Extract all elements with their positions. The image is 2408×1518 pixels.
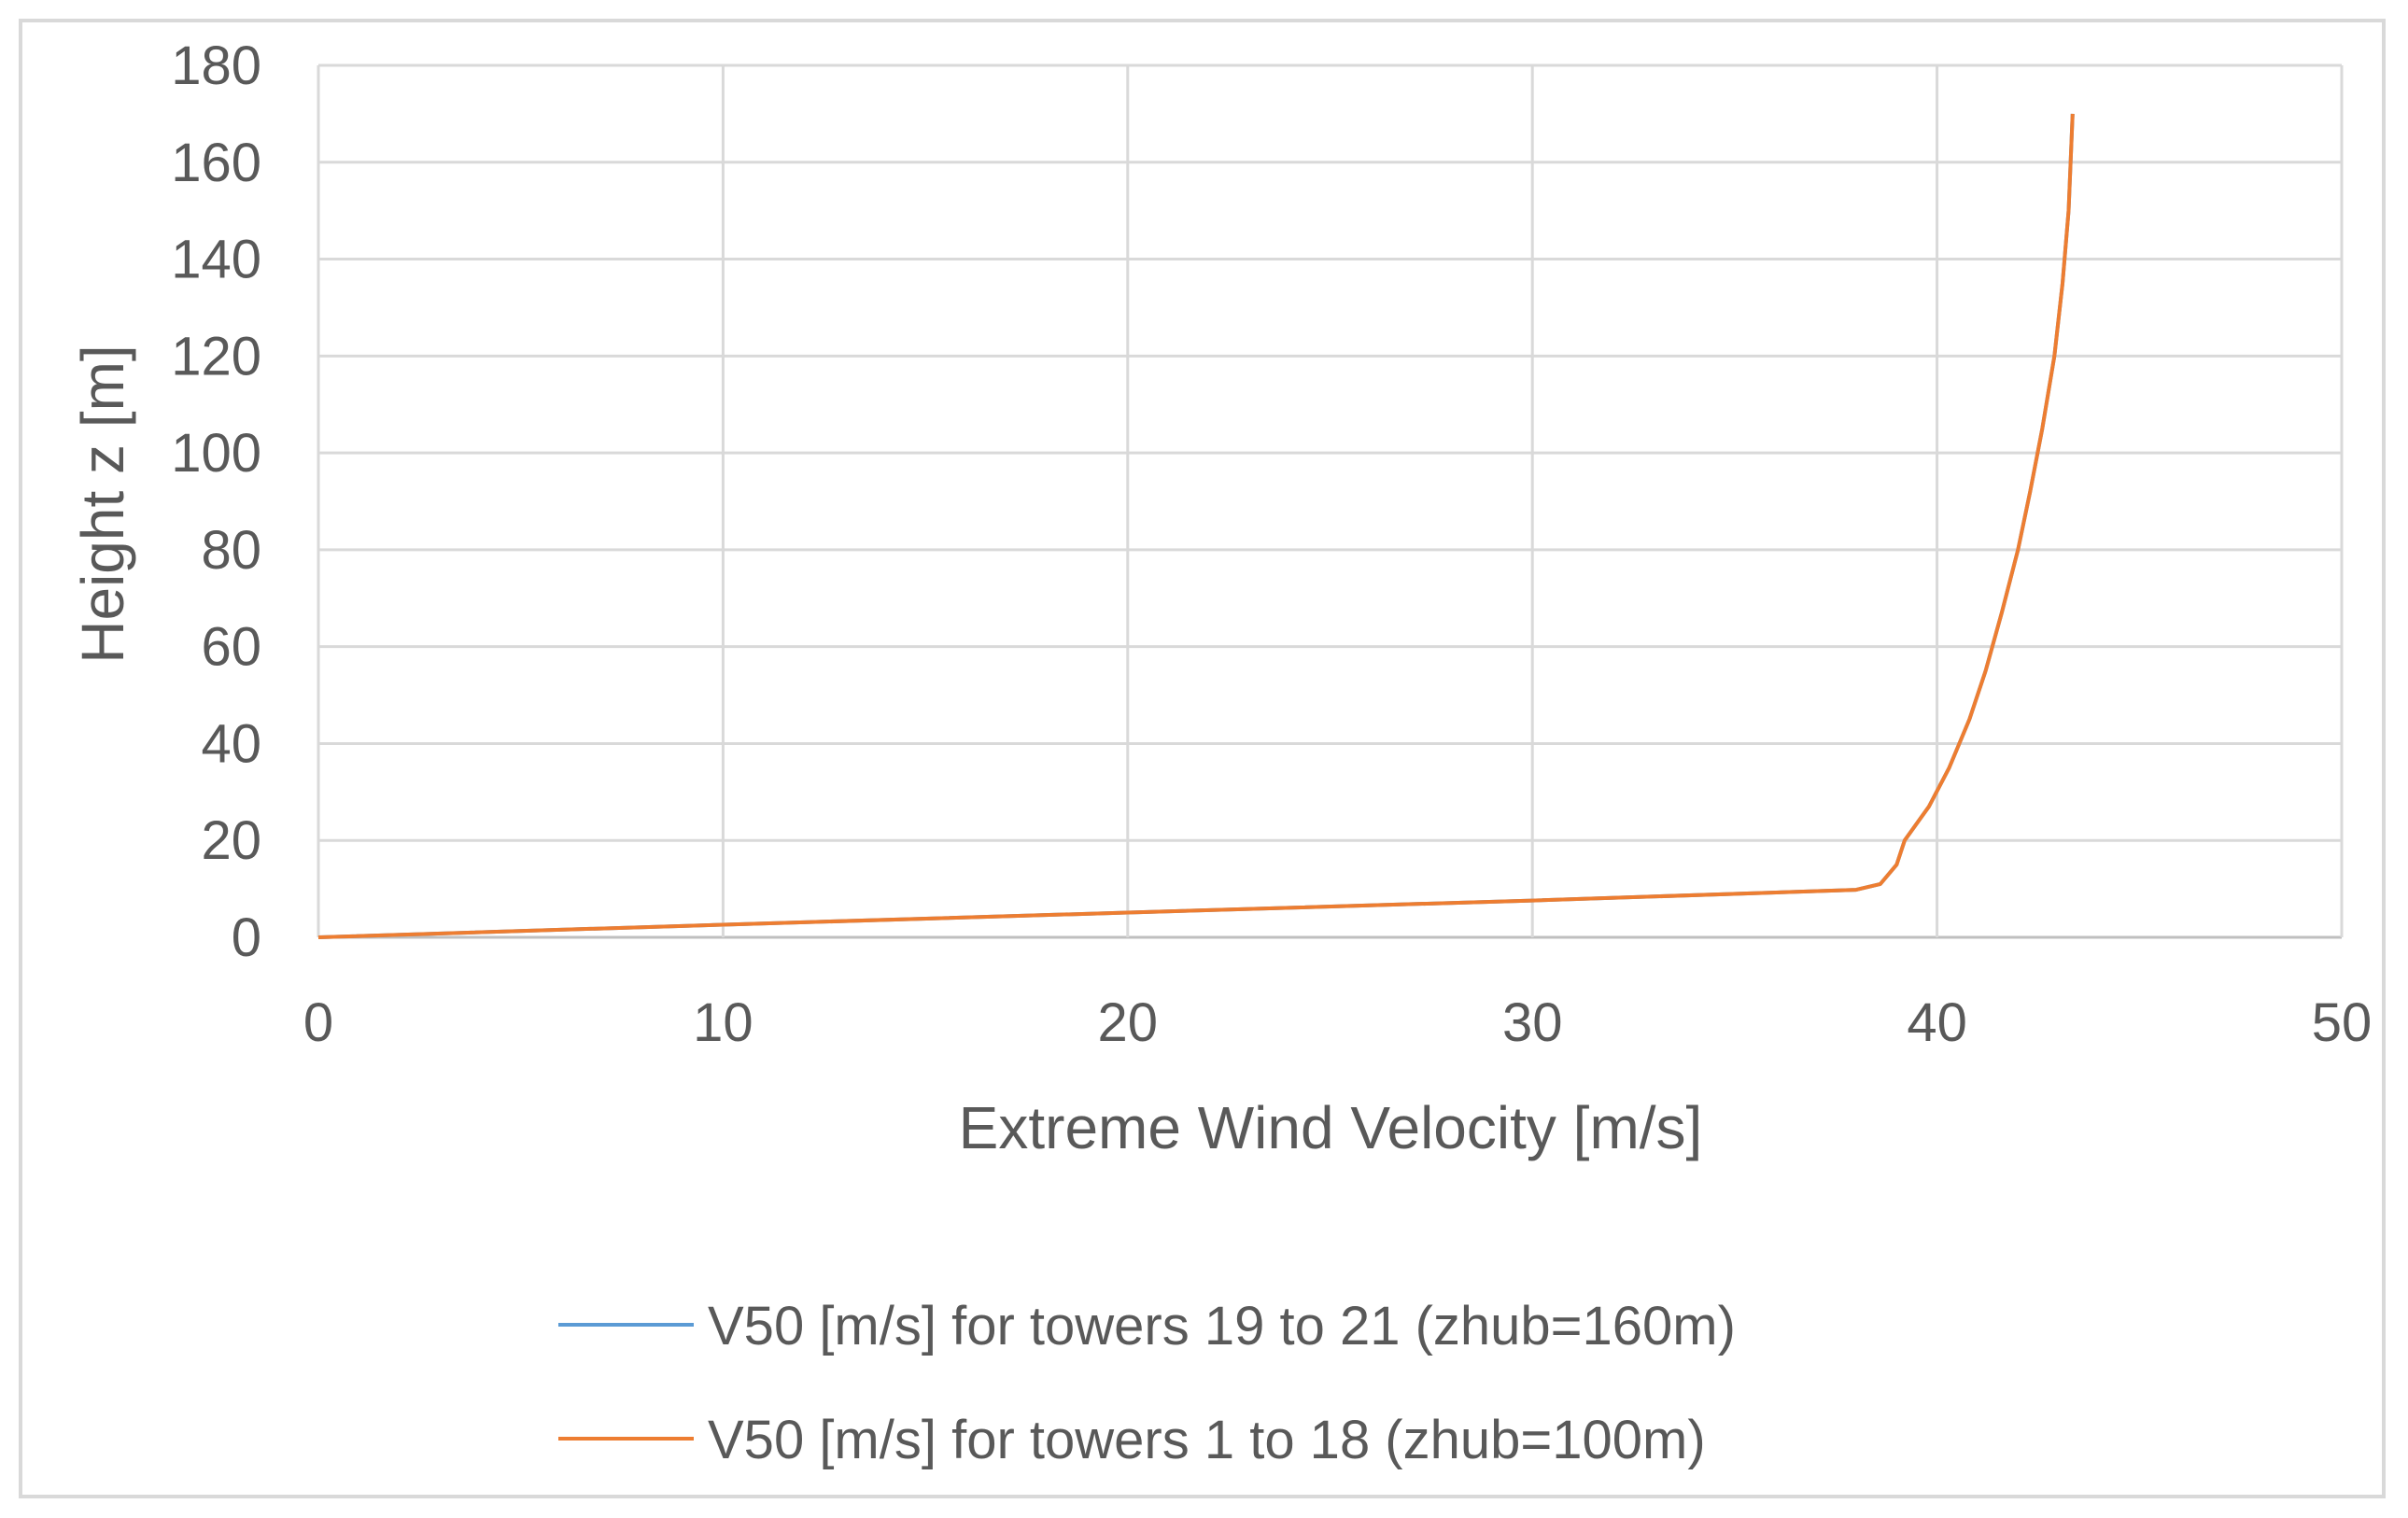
series-line-2 — [317, 113, 2075, 939]
x-tick-label: 20 — [1098, 992, 1159, 1053]
y-tick-label: 100 — [171, 423, 261, 484]
y-axis-title: Height z [m] — [69, 344, 136, 663]
x-axis-title: Extreme Wind Velocity [m/s] — [959, 1094, 1703, 1161]
legend-label-series-2: V50 [m/s] for towers 1 to 18 (zhub=100m) — [708, 1410, 1706, 1470]
x-tick-label: 10 — [693, 992, 753, 1053]
legend: V50 [m/s] for towers 19 to 21 (zhub=160m… — [558, 1296, 1736, 1470]
y-tick-label: 120 — [171, 326, 261, 387]
x-tick-label: 0 — [303, 992, 333, 1053]
y-tick-label: 80 — [201, 520, 261, 581]
y-tick-label: 180 — [171, 35, 261, 96]
x-tick-labels: 0 10 20 30 40 50 — [303, 992, 2372, 1053]
y-tick-label: 60 — [201, 617, 261, 678]
x-tick-label: 50 — [2312, 992, 2373, 1053]
y-tick-labels: 0 20 40 60 80 100 120 140 160 180 — [171, 35, 261, 968]
y-tick-label: 160 — [171, 133, 261, 193]
legend-label-series-1: V50 [m/s] for towers 19 to 21 (zhub=160m… — [708, 1296, 1736, 1356]
x-tick-label: 30 — [1502, 992, 1563, 1053]
series-lines — [317, 113, 2075, 939]
y-tick-label: 0 — [232, 907, 261, 968]
y-tick-label: 40 — [201, 713, 261, 774]
y-tick-label: 20 — [201, 810, 261, 871]
series-line-1 — [317, 113, 2075, 939]
x-tick-label: 40 — [1907, 992, 1967, 1053]
chart-frame — [19, 19, 2386, 1498]
grid-lines — [317, 63, 2344, 939]
y-tick-label: 140 — [171, 230, 261, 290]
